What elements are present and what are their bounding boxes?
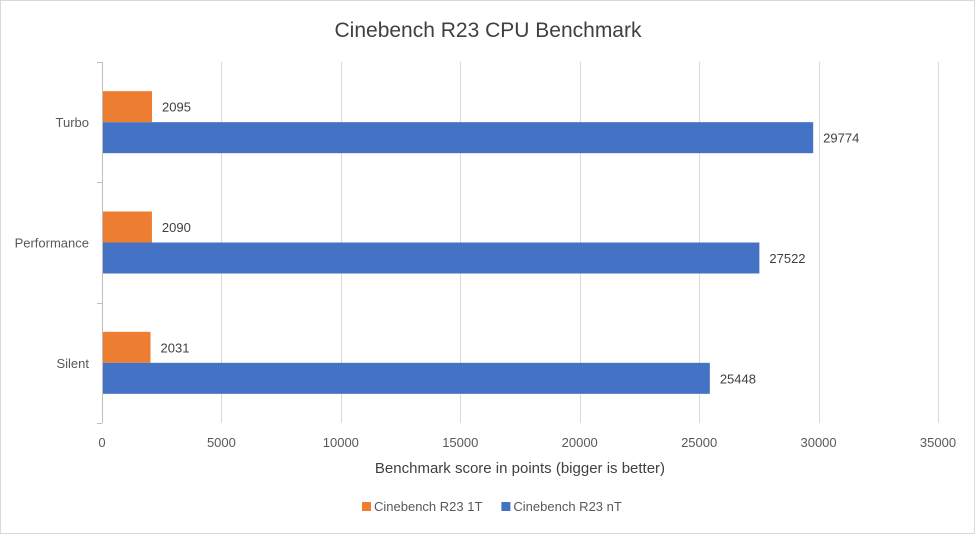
data-label: 25448 xyxy=(720,371,756,386)
data-label: 2031 xyxy=(161,340,190,355)
bar xyxy=(103,242,760,274)
x-tick-label: 25000 xyxy=(681,435,717,450)
x-tick-label: 5000 xyxy=(207,435,236,450)
bar xyxy=(103,331,151,363)
bar xyxy=(103,211,152,243)
x-tick-label: 0 xyxy=(98,435,105,450)
data-label: 2090 xyxy=(162,220,191,235)
data-label: 29774 xyxy=(823,131,859,146)
x-tick-label: 15000 xyxy=(442,435,478,450)
data-labels: 2095 29774 2090 27522 2031 25448 xyxy=(161,100,860,387)
bar xyxy=(103,122,814,154)
y-tick-label: Performance xyxy=(15,236,89,251)
data-label: 2095 xyxy=(162,100,191,115)
legend-swatch xyxy=(362,502,371,511)
legend[interactable]: Cinebench R23 1T Cinebench R23 nT xyxy=(362,499,622,514)
legend-swatch xyxy=(501,502,511,511)
x-tick-label: 20000 xyxy=(562,435,598,450)
data-label: 27522 xyxy=(769,251,805,266)
bars xyxy=(103,91,814,394)
y-tick-label: Silent xyxy=(56,356,89,371)
x-tick-label: 10000 xyxy=(323,435,359,450)
bar xyxy=(103,91,153,123)
legend-label[interactable]: Cinebench R23 nT xyxy=(513,499,621,514)
x-tick-label: 30000 xyxy=(800,435,836,450)
x-tick-label: 35000 xyxy=(920,435,956,450)
axes: 0 5000 10000 15000 20000 25000 30000 35000 Turbo… xyxy=(15,62,956,450)
legend-label[interactable]: Cinebench R23 1T xyxy=(374,499,482,514)
chart-title: Cinebench R23 CPU Benchmark xyxy=(335,19,642,42)
y-tick-label: Turbo xyxy=(56,115,89,130)
x-axis-title: Benchmark score in points (bigger is bet… xyxy=(375,460,665,477)
bar xyxy=(103,362,710,394)
